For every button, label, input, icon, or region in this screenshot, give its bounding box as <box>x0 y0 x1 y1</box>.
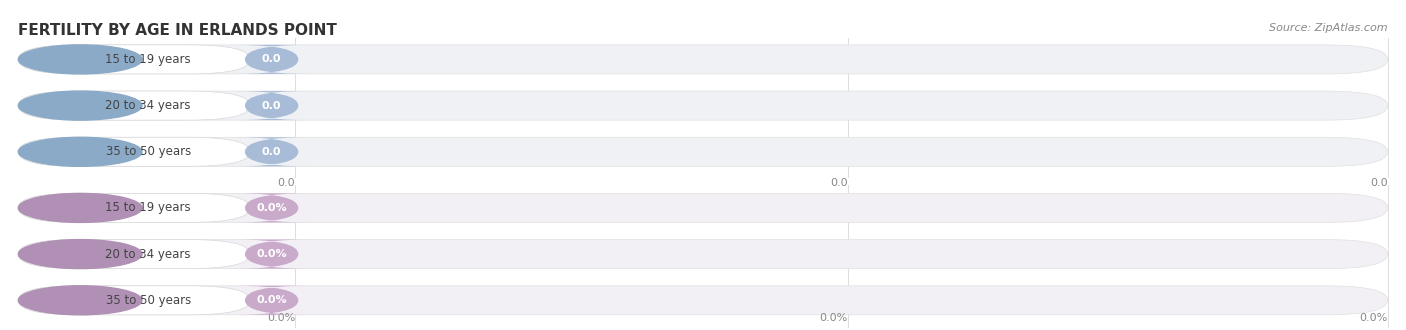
Text: 0.0%: 0.0% <box>267 313 295 323</box>
Text: 0.0%: 0.0% <box>256 249 287 259</box>
FancyBboxPatch shape <box>18 137 250 166</box>
Circle shape <box>18 286 142 315</box>
Circle shape <box>18 137 142 166</box>
Text: 35 to 50 years: 35 to 50 years <box>105 294 191 307</box>
Text: Source: ZipAtlas.com: Source: ZipAtlas.com <box>1270 23 1388 33</box>
FancyBboxPatch shape <box>18 137 1388 166</box>
FancyBboxPatch shape <box>18 91 250 120</box>
Text: 35 to 50 years: 35 to 50 years <box>105 145 191 158</box>
FancyBboxPatch shape <box>18 240 1388 269</box>
FancyBboxPatch shape <box>18 91 1388 120</box>
FancyBboxPatch shape <box>236 286 307 315</box>
FancyBboxPatch shape <box>18 193 250 222</box>
Circle shape <box>18 45 142 74</box>
Text: 15 to 19 years: 15 to 19 years <box>105 53 191 66</box>
FancyBboxPatch shape <box>18 240 250 269</box>
Text: FERTILITY BY AGE IN ERLANDS POINT: FERTILITY BY AGE IN ERLANDS POINT <box>18 23 337 38</box>
FancyBboxPatch shape <box>18 45 250 74</box>
Circle shape <box>18 193 142 222</box>
FancyBboxPatch shape <box>18 45 1388 74</box>
Text: 0.0: 0.0 <box>830 178 848 187</box>
Circle shape <box>18 240 142 269</box>
FancyBboxPatch shape <box>236 91 307 120</box>
Text: 0.0%: 0.0% <box>1360 313 1388 323</box>
Text: 20 to 34 years: 20 to 34 years <box>105 99 191 112</box>
Text: 0.0: 0.0 <box>262 147 281 157</box>
FancyBboxPatch shape <box>236 240 307 269</box>
Text: 0.0: 0.0 <box>262 54 281 64</box>
FancyBboxPatch shape <box>18 286 250 315</box>
Text: 0.0: 0.0 <box>277 178 295 187</box>
FancyBboxPatch shape <box>236 137 307 166</box>
Text: 20 to 34 years: 20 to 34 years <box>105 248 191 261</box>
Circle shape <box>18 91 142 120</box>
Text: 0.0%: 0.0% <box>256 203 287 213</box>
Text: 0.0%: 0.0% <box>820 313 848 323</box>
Text: 15 to 19 years: 15 to 19 years <box>105 201 191 214</box>
FancyBboxPatch shape <box>18 286 1388 315</box>
Text: 0.0: 0.0 <box>262 101 281 111</box>
FancyBboxPatch shape <box>18 193 1388 222</box>
Text: 0.0%: 0.0% <box>256 295 287 305</box>
Text: 0.0: 0.0 <box>1369 178 1388 187</box>
FancyBboxPatch shape <box>236 193 307 222</box>
FancyBboxPatch shape <box>236 45 307 74</box>
